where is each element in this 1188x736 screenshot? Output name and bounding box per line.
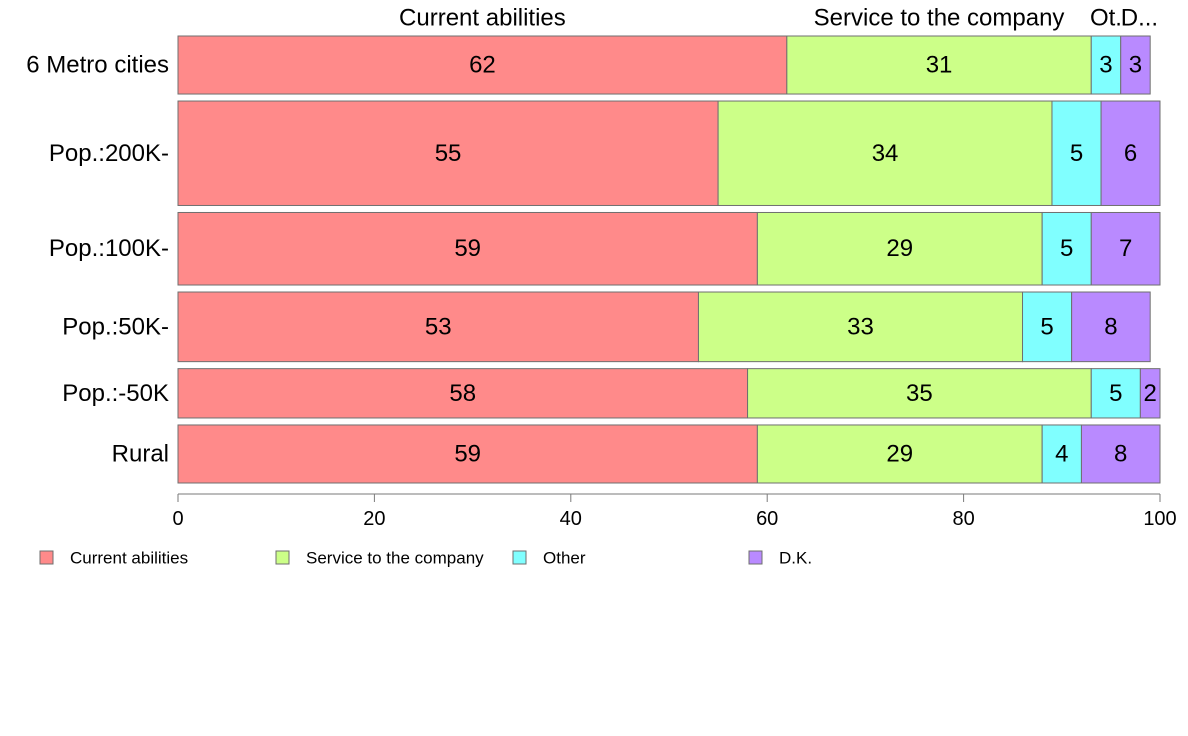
bar-segment — [177, 291, 699, 363]
bar-segment — [1071, 291, 1151, 363]
bar-segment — [1120, 35, 1151, 95]
bar-segment — [1041, 424, 1082, 484]
x-tick-label: 80 — [952, 508, 974, 530]
bar-segment — [177, 368, 749, 419]
data-label: 31 — [926, 52, 953, 79]
bar-segment — [1080, 424, 1161, 484]
top-column-label: D... — [1121, 5, 1158, 32]
category-label: 6 Metro cities — [26, 52, 169, 79]
data-label: 58 — [449, 380, 476, 407]
data-label: 4 — [1055, 440, 1068, 467]
x-tick-label: 40 — [560, 508, 582, 530]
x-tick-label: 100 — [1143, 508, 1176, 530]
data-label: 5 — [1060, 235, 1073, 262]
category-label: Pop.:100K- — [49, 235, 169, 262]
bar-segment — [177, 424, 758, 484]
data-label: 33 — [847, 313, 874, 340]
legend-swatch — [512, 550, 527, 565]
legend-swatch — [748, 550, 763, 565]
bar-segment — [1090, 35, 1122, 95]
top-column-label: Ot. — [1090, 5, 1122, 32]
bar-segment — [756, 211, 1043, 286]
legend-swatch — [275, 550, 290, 565]
bar-segment — [1051, 100, 1102, 206]
category-label: Pop.:50K- — [62, 313, 169, 340]
legend-swatch — [39, 550, 54, 565]
legend-label: Service to the company — [306, 549, 484, 568]
top-column-label: Current abilities — [399, 5, 566, 32]
legend: Current abilities Service to the company O… — [39, 549, 812, 568]
data-label: 3 — [1129, 52, 1142, 79]
category-label: Pop.:-50K — [62, 380, 169, 407]
data-label: 7 — [1119, 235, 1132, 262]
legend-label: D.K. — [779, 549, 812, 568]
bar-segment — [1139, 368, 1161, 419]
data-label: 6 — [1124, 140, 1137, 167]
legend-label: Current abilities — [70, 549, 188, 568]
data-label: 55 — [435, 140, 462, 167]
category-label: Rural — [112, 440, 169, 467]
legend-label: Other — [543, 549, 586, 568]
top-column-label: Service to the company — [814, 5, 1065, 32]
bar-segment — [177, 100, 719, 206]
bar-segment — [786, 35, 1092, 95]
data-label: 5 — [1040, 313, 1053, 340]
bar-segment — [1090, 368, 1141, 419]
data-label: 2 — [1144, 380, 1157, 407]
bar-segment — [177, 211, 758, 286]
data-label: 8 — [1104, 313, 1117, 340]
x-tick-label: 60 — [756, 508, 778, 530]
bar-segment — [697, 291, 1024, 363]
data-label: 62 — [469, 52, 496, 79]
bar-segment — [747, 368, 1092, 419]
bars: 62 31 3 355 34 5 659 29 5 753 33 5 858 35 5 259 29 4 8 — [177, 35, 1161, 484]
x-tick-label: 20 — [363, 508, 385, 530]
data-label: 59 — [454, 235, 481, 262]
data-label: 8 — [1114, 440, 1127, 467]
bar-segment — [717, 100, 1053, 206]
data-label: 59 — [454, 440, 481, 467]
data-label: 3 — [1099, 52, 1112, 79]
x-tick-label: 0 — [172, 508, 183, 530]
data-label: 29 — [886, 440, 913, 467]
x-axis: 0 20 40 60 80 100 — [172, 493, 1177, 530]
data-label: 34 — [872, 140, 899, 167]
data-label: 35 — [906, 380, 933, 407]
data-label: 5 — [1070, 140, 1083, 167]
top-column-labels: Current abilities Service to the company O… — [399, 5, 1158, 32]
data-label: 29 — [886, 235, 913, 262]
data-label: 5 — [1109, 380, 1122, 407]
data-label: 53 — [425, 313, 452, 340]
bar-segment — [1090, 211, 1161, 286]
category-label: Pop.:200K- — [49, 140, 169, 167]
bar-segment — [756, 424, 1043, 484]
category-labels: 6 Metro cities Pop.:200K- Pop.:100K- Pop.:5… — [26, 52, 169, 468]
bar-segment — [1100, 100, 1161, 206]
bar-segment — [177, 35, 788, 95]
